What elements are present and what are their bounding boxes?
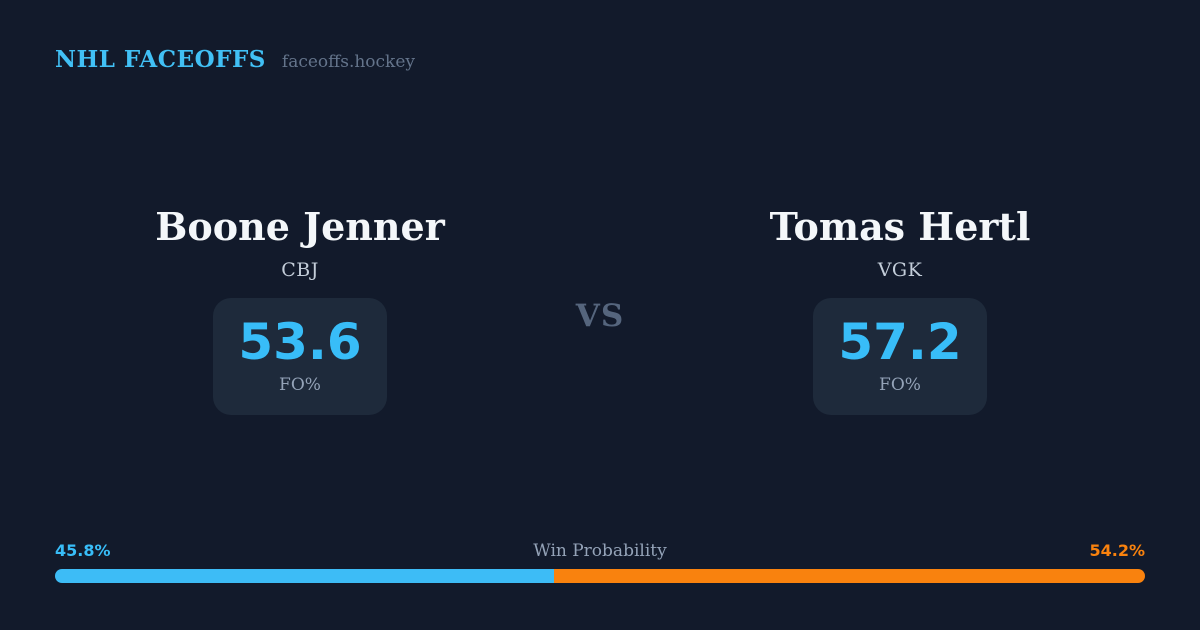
brand-title: NHL FACEOFFS	[55, 46, 266, 73]
player-right-name: Tomas Hertl	[769, 204, 1031, 249]
header: NHL FACEOFFS faceoffs.hockey	[55, 46, 415, 73]
win-probability-bar-right	[554, 569, 1145, 583]
player-left-stat-card: 53.6 FO%	[213, 297, 387, 415]
player-left-name: Boone Jenner	[155, 204, 445, 249]
player-right-stat-label: FO%	[879, 375, 921, 396]
player-right-stat-card: 57.2 FO%	[813, 297, 987, 415]
player-left-stat-label: FO%	[279, 375, 321, 396]
win-probability-right-pct: 54.2%	[1089, 541, 1145, 560]
win-probability-left-pct: 45.8%	[55, 541, 111, 560]
player-right: Tomas Hertl VGK 57.2 FO%	[600, 205, 1200, 415]
player-right-stat-value: 57.2	[838, 313, 962, 372]
vs-label: VS	[575, 298, 625, 334]
player-left: Boone Jenner CBJ 53.6 FO%	[0, 205, 600, 415]
matchup-section: Boone Jenner CBJ 53.6 FO% Tomas Hertl VG…	[0, 205, 1200, 415]
player-left-team: CBJ	[281, 258, 319, 281]
win-probability-bar	[55, 569, 1145, 583]
player-right-team: VGK	[877, 258, 923, 281]
win-probability-title: Win Probability	[533, 541, 667, 561]
win-probability-labels: 45.8% Win Probability 54.2%	[55, 541, 1145, 561]
win-probability-bar-left	[55, 569, 555, 583]
player-left-stat-value: 53.6	[238, 313, 362, 372]
site-domain: faceoffs.hockey	[281, 52, 416, 72]
